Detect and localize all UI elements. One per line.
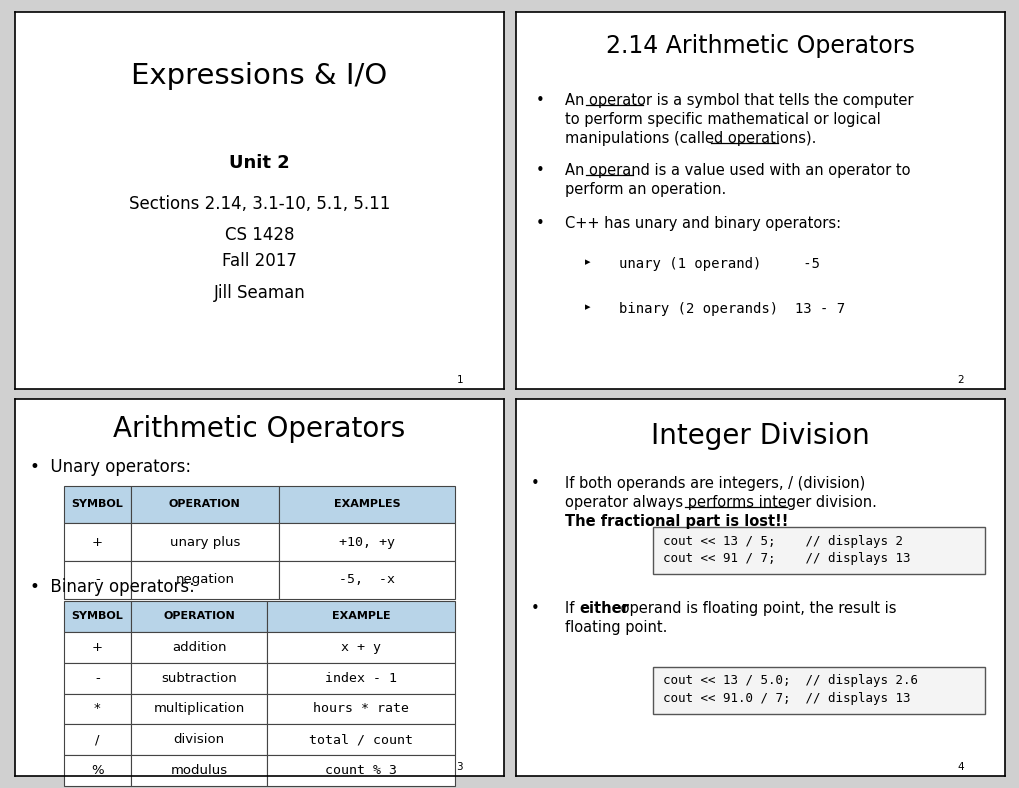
Bar (652, 667, 984, 714)
Text: OPERATION: OPERATION (163, 611, 234, 621)
Bar (64, 561, 130, 599)
Bar (130, 485, 279, 523)
Text: x + y: x + y (341, 641, 381, 653)
Text: Jill Seaman: Jill Seaman (214, 284, 305, 302)
Text: %: % (91, 764, 104, 778)
Bar (64, 663, 130, 693)
Text: 1: 1 (457, 375, 463, 385)
Text: unary (1 operand)     -5: unary (1 operand) -5 (619, 257, 819, 271)
Text: operator always performs integer division.: operator always performs integer divisio… (565, 495, 876, 510)
Text: An operator is a symbol that tells the computer: An operator is a symbol that tells the c… (565, 93, 913, 108)
Text: •: • (530, 476, 539, 491)
Bar (64, 724, 130, 756)
Text: 2.14 Arithmetic Operators: 2.14 Arithmetic Operators (605, 34, 914, 58)
Text: If both operands are integers, / (division): If both operands are integers, / (divisi… (565, 476, 864, 491)
Bar (267, 724, 454, 756)
Text: cout << 91 / 7;    // displays 13: cout << 91 / 7; // displays 13 (662, 552, 909, 565)
Text: negation: negation (175, 574, 234, 586)
Text: +: + (92, 536, 103, 548)
Bar (64, 632, 130, 663)
Text: count % 3: count % 3 (325, 764, 396, 778)
Text: floating point.: floating point. (565, 619, 666, 634)
Text: unary plus: unary plus (169, 536, 239, 548)
Text: 3: 3 (457, 762, 463, 771)
Bar (279, 561, 454, 599)
Text: •: • (535, 93, 544, 108)
Text: index - 1: index - 1 (325, 671, 396, 685)
Text: cout << 13 / 5;    // displays 2: cout << 13 / 5; // displays 2 (662, 534, 902, 548)
Bar (267, 693, 454, 724)
Text: +10, +y: +10, +y (338, 536, 394, 548)
Text: operand is floating point, the result is: operand is floating point, the result is (615, 600, 896, 615)
Text: perform an operation.: perform an operation. (565, 182, 726, 197)
Text: EXAMPLES: EXAMPLES (333, 500, 400, 509)
Bar (130, 724, 267, 756)
Bar (267, 756, 454, 786)
Bar (267, 632, 454, 663)
Bar (267, 600, 454, 632)
Text: If: If (565, 600, 579, 615)
Text: +: + (92, 641, 103, 653)
Bar (267, 663, 454, 693)
Text: cout << 13 / 5.0;  // displays 2.6: cout << 13 / 5.0; // displays 2.6 (662, 675, 917, 687)
Text: •  Binary operators:: • Binary operators: (30, 578, 195, 597)
Text: ▸: ▸ (584, 257, 590, 267)
Text: •  Unary operators:: • Unary operators: (30, 458, 191, 476)
Text: -: - (95, 671, 100, 685)
Text: to perform specific mathematical or logical: to perform specific mathematical or logi… (565, 112, 879, 127)
Text: division: division (173, 734, 224, 746)
Text: Arithmetic Operators: Arithmetic Operators (113, 415, 406, 443)
Text: /: / (95, 734, 100, 746)
Bar (130, 756, 267, 786)
Text: hours * rate: hours * rate (313, 702, 409, 716)
Text: SYMBOL: SYMBOL (71, 611, 123, 621)
Bar (130, 561, 279, 599)
Text: CS 1428
Fall 2017: CS 1428 Fall 2017 (222, 225, 297, 270)
Bar (130, 600, 267, 632)
Text: cout << 91.0 / 7;  // displays 13: cout << 91.0 / 7; // displays 13 (662, 692, 909, 705)
Text: OPERATION: OPERATION (169, 500, 240, 509)
Bar (652, 527, 984, 574)
Text: multiplication: multiplication (153, 702, 245, 716)
Bar (279, 523, 454, 561)
Text: •: • (535, 216, 544, 231)
Text: binary (2 operands)  13 - 7: binary (2 operands) 13 - 7 (619, 303, 844, 317)
Text: modulus: modulus (170, 764, 227, 778)
Text: total / count: total / count (309, 734, 413, 746)
Bar (64, 756, 130, 786)
Bar (130, 632, 267, 663)
Text: The fractional part is lost!!: The fractional part is lost!! (565, 514, 788, 529)
Text: SYMBOL: SYMBOL (71, 500, 123, 509)
Text: -5,  -x: -5, -x (338, 574, 394, 586)
Text: addition: addition (171, 641, 226, 653)
Text: either: either (579, 600, 629, 615)
Text: 4: 4 (957, 762, 963, 771)
Text: manipulations (called operations).: manipulations (called operations). (565, 131, 815, 146)
Text: An operand is a value used with an operator to: An operand is a value used with an opera… (565, 163, 910, 178)
Bar (130, 693, 267, 724)
Text: *: * (94, 702, 101, 716)
Text: subtraction: subtraction (161, 671, 236, 685)
Bar (130, 663, 267, 693)
Bar (64, 600, 130, 632)
Bar (130, 523, 279, 561)
Text: -: - (95, 574, 100, 586)
Bar (64, 485, 130, 523)
Text: EXAMPLE: EXAMPLE (331, 611, 390, 621)
Text: Expressions & I/O: Expressions & I/O (131, 62, 387, 90)
Text: Unit 2: Unit 2 (229, 154, 289, 172)
Bar (64, 693, 130, 724)
Text: •: • (530, 600, 539, 615)
Text: •: • (535, 163, 544, 178)
Text: 2: 2 (957, 375, 963, 385)
Text: Sections 2.14, 3.1-10, 5.1, 5.11: Sections 2.14, 3.1-10, 5.1, 5.11 (128, 195, 390, 214)
Bar (279, 485, 454, 523)
Bar (64, 523, 130, 561)
Text: ▸: ▸ (584, 303, 590, 313)
Text: C++ has unary and binary operators:: C++ has unary and binary operators: (565, 216, 841, 231)
Text: Integer Division: Integer Division (650, 422, 869, 451)
